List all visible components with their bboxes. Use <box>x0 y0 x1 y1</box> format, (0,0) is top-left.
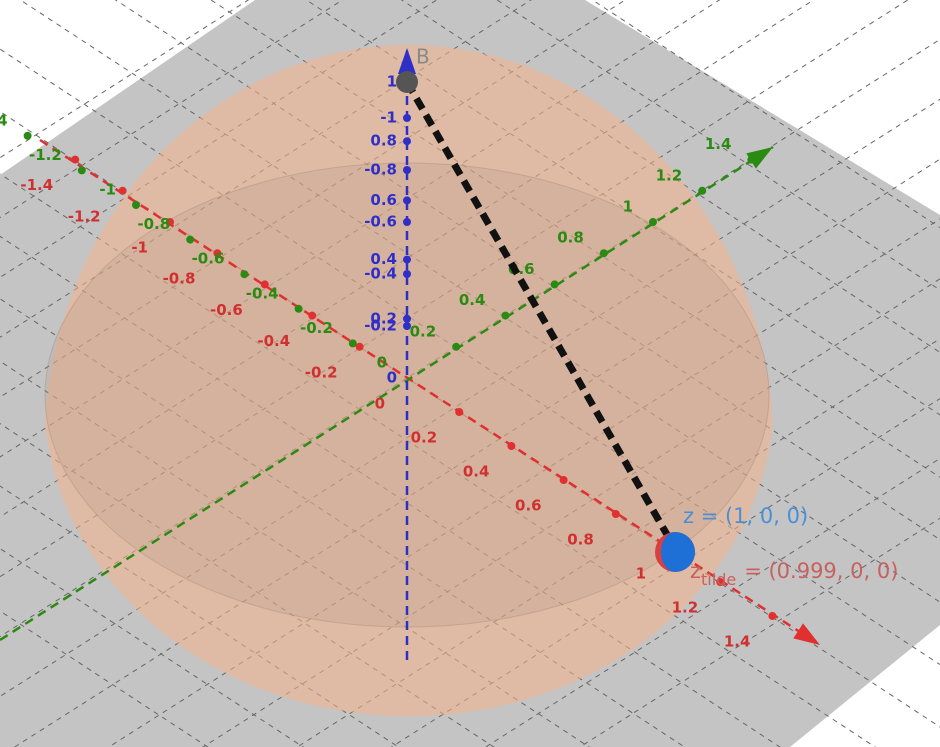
tick-label: 0.4 <box>370 250 397 268</box>
tick-mark <box>501 311 510 320</box>
tick-label: 1 <box>387 73 397 91</box>
axis-y <box>0 145 774 642</box>
grid-line <box>591 0 940 229</box>
tick-label: 0.4 <box>463 463 490 481</box>
tick-label: -1 <box>131 239 148 257</box>
segment <box>403 80 681 554</box>
axis-arrow <box>793 623 820 645</box>
tick-mark <box>240 270 249 279</box>
tick-label: 0.6 <box>370 191 397 209</box>
tick-label: 0 <box>387 369 397 387</box>
tick-mark <box>308 311 317 320</box>
axis-arrow <box>398 48 416 74</box>
tick-label: 0 <box>377 354 387 372</box>
tick-mark <box>403 322 411 330</box>
tick-mark <box>747 155 756 164</box>
tick-mark <box>403 218 411 226</box>
tick-label: 1 <box>636 565 646 583</box>
point-label: ztilde = (0.999, 0, 0) <box>690 559 898 589</box>
tick-label: 0.4 <box>459 291 486 309</box>
grid-line <box>0 610 209 747</box>
tick-label: 1.2 <box>656 166 683 184</box>
tick-label: -0.4 <box>364 265 397 283</box>
tick-label: -1.4 <box>0 111 8 129</box>
tick-mark <box>77 166 86 175</box>
tick-label: -0.6 <box>210 301 243 319</box>
tick-mark <box>403 196 411 205</box>
tick-label: -0.2 <box>364 317 397 335</box>
tick-label: -0.8 <box>137 215 170 233</box>
label-coords: = (0.999, 0, 0) <box>744 559 898 583</box>
tick-label: -0.6 <box>364 213 397 231</box>
hemisphere <box>45 44 773 717</box>
tick-label: -0.2 <box>300 319 333 337</box>
tick-mark <box>260 280 269 289</box>
grid-line <box>496 0 940 291</box>
background <box>790 625 940 747</box>
point-label: z = (1, 0, 0) <box>683 504 808 528</box>
tick-mark <box>403 270 411 278</box>
tick-label: -0.4 <box>246 284 279 302</box>
tick-label: 1.4 <box>705 135 732 153</box>
tick-mark <box>698 186 707 195</box>
tick-mark <box>599 249 608 258</box>
tick-mark <box>403 314 411 323</box>
tick-mark <box>355 342 364 351</box>
tick-label: 0.8 <box>557 229 584 247</box>
tick-mark <box>403 166 411 174</box>
tick-label: 0.6 <box>515 497 542 515</box>
tick-mark <box>716 578 725 586</box>
grid-line <box>0 547 305 747</box>
label-name: z <box>690 559 701 583</box>
tick-mark <box>213 249 222 258</box>
tick-mark <box>166 218 174 226</box>
tick-label: -1 <box>99 181 116 199</box>
tick-mark <box>348 339 357 348</box>
tick-mark <box>768 612 777 620</box>
tick-mark <box>403 255 411 264</box>
tick-mark <box>649 218 657 226</box>
point-z[interactable] <box>661 532 695 572</box>
tick-label: 0.2 <box>411 429 438 447</box>
tick-mark <box>611 510 620 518</box>
tick-label: 1.2 <box>672 599 699 617</box>
tick-mark <box>71 155 80 164</box>
tick-label: -0.4 <box>257 332 290 350</box>
tick-label: 0.8 <box>567 531 594 549</box>
tick-mark <box>559 476 568 484</box>
tick-label: -1.2 <box>68 207 101 225</box>
tick-label: 0.8 <box>370 132 397 150</box>
tick-mark <box>403 137 411 146</box>
tick-label: -0.8 <box>163 270 196 288</box>
tick-mark <box>455 408 464 416</box>
tick-mark <box>132 201 140 209</box>
tick-label: 1.4 <box>724 633 751 651</box>
tick-label: -1.2 <box>29 146 62 164</box>
tick-label: -0.6 <box>192 250 225 268</box>
tick-mark <box>118 186 127 195</box>
tick-label: 0.2 <box>370 309 397 327</box>
background <box>0 0 255 175</box>
grid-line <box>400 0 940 354</box>
tick-mark <box>186 235 195 244</box>
tick-label: 0.2 <box>410 322 437 340</box>
tick-label: 1 <box>623 198 633 216</box>
tick-label: -1.4 <box>20 176 53 194</box>
point-label: B <box>416 45 430 69</box>
tick-label: 0 <box>375 395 385 413</box>
tick-mark <box>452 342 461 351</box>
tick-label: -0.2 <box>305 363 338 381</box>
point-b[interactable] <box>396 71 418 93</box>
tick-mark <box>403 114 411 122</box>
tick-mark <box>294 304 303 313</box>
tick-mark <box>507 442 516 450</box>
label-subscript: tilde <box>701 570 736 589</box>
tick-label: -0.8 <box>364 161 397 179</box>
tick-mark <box>550 280 559 289</box>
tick-label: -1 <box>380 109 397 127</box>
tick-mark <box>23 131 32 140</box>
